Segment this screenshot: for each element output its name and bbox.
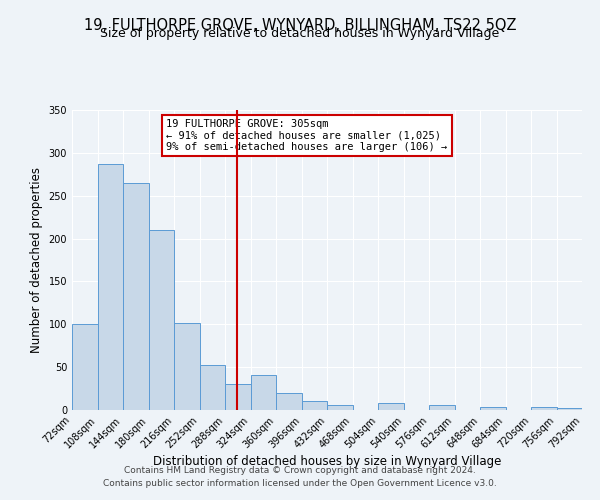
Text: 19, FULTHORPE GROVE, WYNYARD, BILLINGHAM, TS22 5QZ: 19, FULTHORPE GROVE, WYNYARD, BILLINGHAM… <box>84 18 516 32</box>
Bar <box>174 322 199 410</box>
Bar <box>378 403 404 410</box>
Bar <box>251 375 276 410</box>
Bar <box>327 405 353 410</box>
Bar <box>225 384 251 410</box>
Bar <box>302 402 327 410</box>
Text: Size of property relative to detached houses in Wynyard Village: Size of property relative to detached ho… <box>100 28 500 40</box>
Text: 19 FULTHORPE GROVE: 305sqm
← 91% of detached houses are smaller (1,025)
9% of se: 19 FULTHORPE GROVE: 305sqm ← 91% of deta… <box>166 119 448 152</box>
Bar <box>557 408 582 410</box>
Bar <box>97 164 123 410</box>
Bar <box>480 406 505 410</box>
X-axis label: Distribution of detached houses by size in Wynyard Village: Distribution of detached houses by size … <box>153 456 501 468</box>
Bar <box>72 324 97 410</box>
Y-axis label: Number of detached properties: Number of detached properties <box>30 167 43 353</box>
Bar <box>531 406 557 410</box>
Bar <box>123 183 149 410</box>
Bar <box>199 366 225 410</box>
Bar <box>276 393 302 410</box>
Bar <box>429 405 455 410</box>
Text: Contains HM Land Registry data © Crown copyright and database right 2024.
Contai: Contains HM Land Registry data © Crown c… <box>103 466 497 487</box>
Bar <box>149 230 174 410</box>
